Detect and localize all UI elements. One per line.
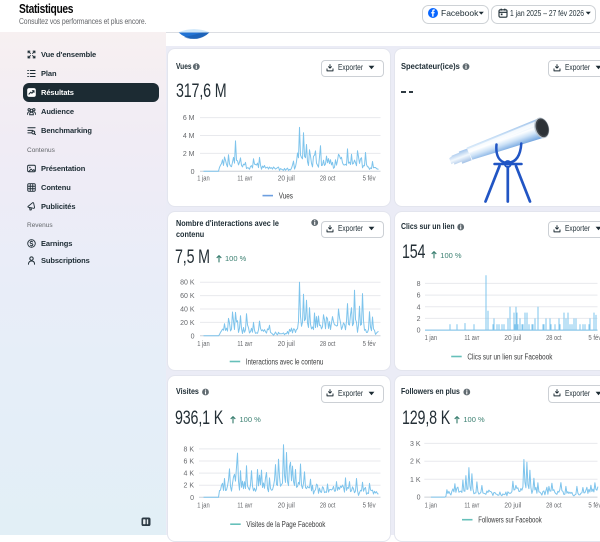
svg-text:1 jan: 1 jan (197, 502, 210, 509)
svg-text:28 oct: 28 oct (546, 502, 562, 509)
svg-text:5 fév: 5 fév (363, 341, 376, 348)
svg-text:3 K: 3 K (410, 441, 421, 448)
svg-text:1 jan: 1 jan (197, 175, 210, 182)
svg-text:2 K: 2 K (410, 459, 421, 466)
svg-text:4 M: 4 M (183, 133, 195, 140)
svg-text:5 fév: 5 fév (588, 502, 600, 509)
svg-text:20 juil: 20 juil (504, 335, 521, 342)
svg-text:2: 2 (417, 316, 421, 323)
svg-text:20 juil: 20 juil (278, 341, 295, 348)
svg-text:1 jan: 1 jan (425, 335, 438, 342)
svg-text:6: 6 (417, 293, 421, 300)
svg-text:8: 8 (417, 281, 421, 288)
svg-text:6 K: 6 K (183, 459, 194, 466)
svg-text:11 avr: 11 avr (464, 502, 480, 509)
svg-text:0: 0 (190, 495, 194, 502)
svg-text:1 jan: 1 jan (197, 341, 210, 348)
svg-text:28 oct: 28 oct (320, 341, 336, 348)
svg-text:28 oct: 28 oct (320, 175, 336, 182)
svg-text:5 fév: 5 fév (588, 335, 600, 342)
svg-text:Vues: Vues (279, 191, 293, 200)
svg-text:11 avr: 11 avr (237, 341, 253, 348)
svg-text:1 jan: 1 jan (425, 502, 438, 509)
svg-text:Clics sur un lien sur Facebook: Clics sur un lien sur Facebook (467, 352, 553, 361)
svg-text:5 fév: 5 fév (363, 502, 376, 509)
svg-text:Followers sur Facebook: Followers sur Facebook (478, 516, 542, 525)
svg-text:20 juil: 20 juil (278, 175, 295, 182)
svg-text:1 K: 1 K (410, 477, 421, 484)
svg-text:2 M: 2 M (183, 151, 195, 158)
svg-text:6 M: 6 M (183, 115, 195, 122)
svg-text:4 K: 4 K (183, 471, 194, 478)
svg-text:Interactions avec le contenu: Interactions avec le contenu (246, 357, 324, 366)
svg-text:20 K: 20 K (180, 320, 195, 327)
svg-text:11 avr: 11 avr (237, 175, 253, 182)
svg-text:28 oct: 28 oct (546, 335, 562, 342)
svg-text:20 juil: 20 juil (504, 502, 521, 509)
svg-text:20 juil: 20 juil (278, 502, 295, 509)
svg-text:0: 0 (191, 169, 195, 176)
svg-text:0: 0 (191, 333, 195, 340)
svg-text:11 avr: 11 avr (237, 502, 253, 509)
svg-text:11 avr: 11 avr (464, 335, 480, 342)
svg-text:4: 4 (417, 304, 421, 311)
svg-text:8 K: 8 K (183, 446, 194, 453)
svg-text:60 K: 60 K (180, 293, 195, 300)
svg-text:Visites de la Page Facebook: Visites de la Page Facebook (246, 520, 326, 529)
svg-text:28 oct: 28 oct (320, 502, 336, 509)
svg-text:5 fév: 5 fév (363, 175, 376, 182)
svg-text:80 K: 80 K (180, 280, 195, 287)
svg-text:40 K: 40 K (180, 307, 195, 314)
svg-text:0: 0 (417, 328, 421, 335)
svg-text:0: 0 (417, 495, 421, 502)
svg-text:2 K: 2 K (183, 483, 194, 490)
